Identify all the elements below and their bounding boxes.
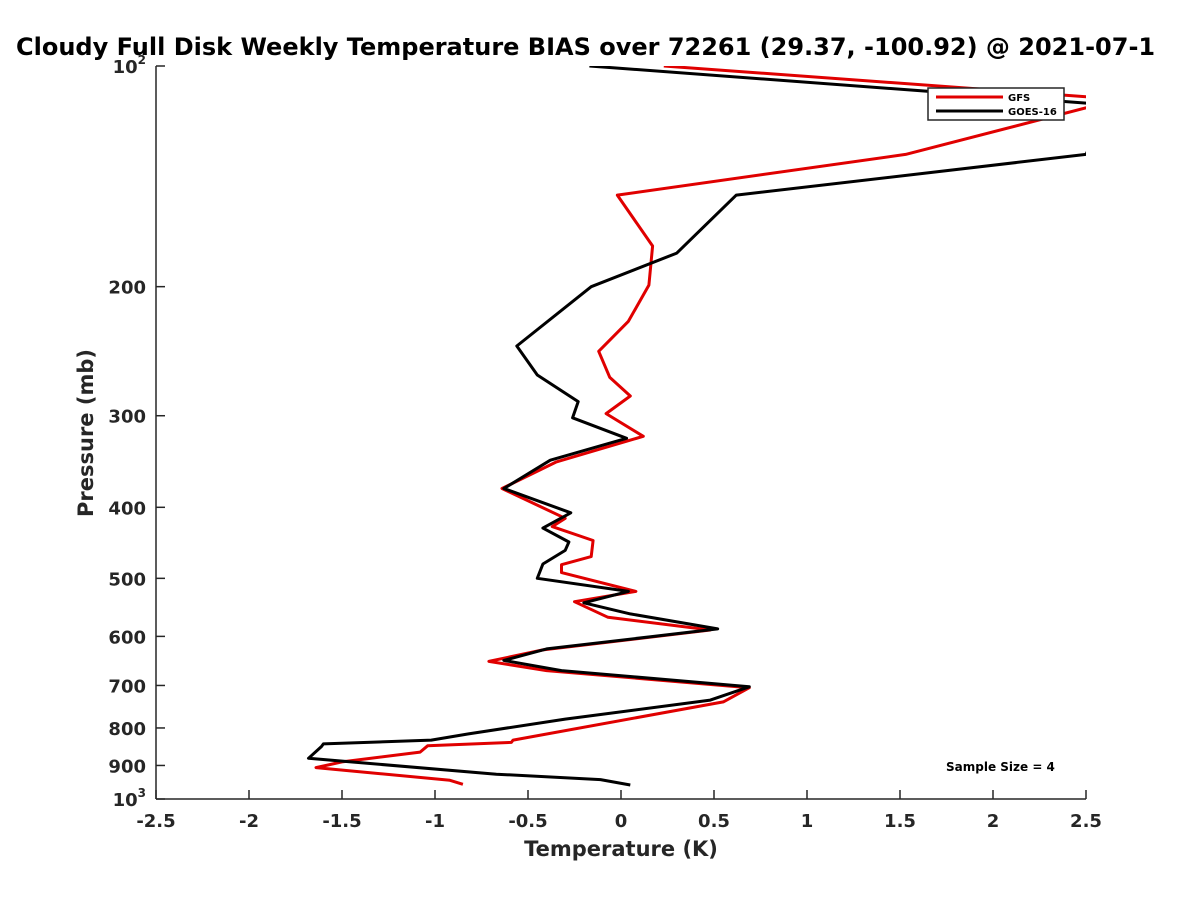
legend-box — [927, 87, 1065, 121]
x-tick-label: 1 — [801, 811, 814, 832]
x-tick-label: -2 — [239, 811, 259, 832]
x-tick-label: -1.5 — [322, 811, 361, 832]
y-tick-label: 500 — [108, 569, 146, 590]
legend: GFS GOES-16 — [927, 87, 1065, 121]
y-tick-label: 102 — [113, 53, 146, 78]
series-line-gfs — [314, 66, 1086, 786]
x-tick-label: -0.5 — [508, 811, 547, 832]
y-tick-label: 400 — [108, 498, 146, 519]
legend-label-goes-16: GOES-16 — [1008, 107, 1057, 118]
y-tick-label: 103 — [113, 786, 146, 811]
y-tick-label: 300 — [108, 407, 146, 428]
y-tick-label: 600 — [108, 627, 146, 648]
x-tick-label: 2 — [987, 811, 1000, 832]
ticks: -2.5 -2 -1.5 -1 -0.5 0 0.5 1 1.5 2 2.5 102 200 300 400… — [108, 53, 1102, 832]
axes — [155, 66, 1086, 800]
x-tick-label: 0.5 — [698, 811, 730, 832]
x-tick-label: 0 — [615, 811, 628, 832]
series-layer — [307, 66, 1086, 787]
legend-label-gfs: GFS — [1008, 93, 1030, 104]
series-line-goes-16 — [307, 66, 1086, 787]
x-axis-label: Temperature (K) — [524, 837, 718, 861]
sample-size-annotation: Sample Size = 4 — [946, 760, 1055, 774]
y-tick-label: 200 — [108, 278, 146, 299]
y-tick-label: 800 — [108, 719, 146, 740]
x-tick-label: -2.5 — [136, 811, 175, 832]
y-tick-label: 900 — [108, 756, 146, 777]
x-tick-label: 1.5 — [884, 811, 916, 832]
chart-title: Cloudy Full Disk Weekly Temperature BIAS… — [16, 33, 1155, 61]
y-tick-label: 700 — [108, 676, 146, 697]
x-tick-label: -1 — [425, 811, 445, 832]
y-axis-label: Pressure (mb) — [74, 349, 98, 517]
x-tick-label: 2.5 — [1070, 811, 1102, 832]
